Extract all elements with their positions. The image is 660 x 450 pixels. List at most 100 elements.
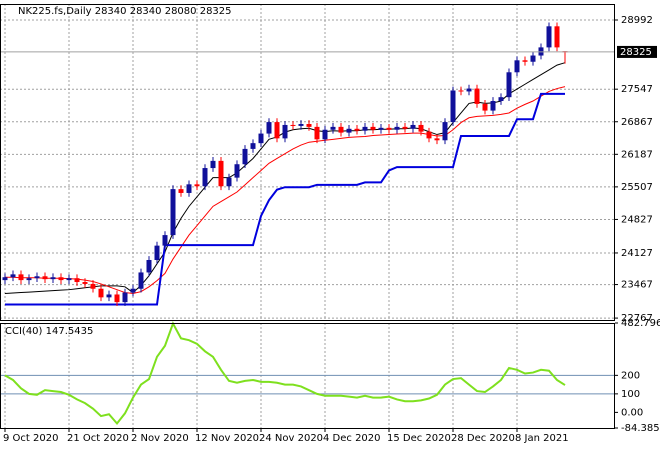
candle-body [418, 124, 424, 132]
candle-body [394, 126, 400, 130]
candle-body [282, 124, 288, 139]
indicator-title: CCI(40) 147.5435 [5, 326, 93, 337]
candle-body [114, 294, 120, 303]
indicator-line [5, 86, 566, 295]
candle-body [338, 126, 344, 133]
candle-body [370, 126, 376, 130]
candle-body [234, 164, 240, 178]
candle-body [138, 272, 144, 289]
price-tag-label: 28325 [620, 47, 652, 58]
candle-body [242, 148, 248, 165]
y-tick-label: 482.7966 [621, 318, 660, 329]
candle-body [530, 55, 536, 62]
candle-body [346, 128, 352, 133]
price-tag [617, 45, 657, 58]
high-value: 28340 [130, 6, 162, 17]
chart-title: NK225.fs,Daily 28340 28340 28080 28325 [18, 6, 232, 17]
x-tick-label: 2 Nov 2020 [131, 433, 189, 444]
y-tick-label: -84.3857 [621, 423, 660, 434]
candle-body [170, 189, 176, 236]
candle-body [434, 138, 440, 141]
y-tick-label: 24827 [621, 214, 653, 225]
candle-body [186, 184, 192, 193]
low-value: 28080 [165, 6, 197, 17]
candle-body [146, 259, 152, 273]
indicator-value: 147.5435 [46, 326, 94, 337]
y-tick-label: 28992 [621, 15, 653, 26]
candle-body [18, 274, 24, 281]
candle-body [306, 124, 312, 127]
x-tick-label: 12 Nov 2020 [195, 433, 259, 444]
candle-body [474, 88, 480, 104]
candle-body [194, 184, 200, 187]
candle-body [42, 276, 48, 280]
candle-body [330, 126, 336, 130]
candle-body [10, 274, 16, 278]
candle-body [426, 131, 432, 139]
x-tick-label: 24 Nov 2020 [259, 433, 323, 444]
candle-body [74, 278, 80, 283]
y-tick-label: 24127 [621, 248, 653, 259]
x-tick-label: 21 Oct 2020 [67, 433, 129, 444]
candle-body [66, 278, 72, 281]
y-tick-label: 100 [621, 389, 640, 400]
candle-body [514, 60, 520, 73]
y-tick-label: 26187 [621, 149, 653, 160]
candle-body [450, 90, 456, 123]
candle-body [442, 122, 448, 141]
candle-body [314, 126, 320, 140]
y-tick-label: 0.00 [621, 407, 643, 418]
candle-body [106, 294, 112, 298]
candle-body [554, 26, 560, 48]
close-value: 28325 [200, 6, 232, 17]
open-value: 28340 [95, 6, 127, 17]
indicator-name: CCI(40) [5, 326, 43, 337]
candle-body [410, 124, 416, 129]
candle-body [322, 129, 328, 140]
candle-body [290, 124, 296, 126]
candle-body [298, 124, 304, 126]
y-tick-label: 23467 [621, 280, 653, 291]
x-tick-label: 28 Dec 2020 [451, 433, 515, 444]
x-tick-label: 15 Dec 2020 [387, 433, 451, 444]
candle-body [130, 288, 136, 293]
candle-body [266, 122, 272, 134]
candle-body [26, 278, 32, 281]
candle-body [522, 60, 528, 62]
candle-body [218, 160, 224, 187]
candle-body [386, 127, 392, 130]
candle-body [34, 276, 40, 279]
candle-body [58, 277, 64, 281]
y-tick-label: 200 [621, 370, 640, 381]
panel-frame [0, 323, 615, 429]
candle-body [354, 128, 360, 131]
candle-body [458, 90, 464, 92]
candle-body [210, 160, 216, 169]
candle-body [122, 292, 128, 303]
candle-body [154, 245, 160, 260]
cci-line [4, 321, 566, 426]
candle-body [402, 126, 408, 129]
candle-body [274, 122, 280, 139]
y-tick-label: 27547 [621, 84, 653, 95]
candle-body [90, 283, 96, 289]
y-tick-label: 22767 [621, 313, 653, 324]
candle-body [226, 177, 232, 187]
symbol: NK225.fs,Daily [18, 6, 92, 17]
candle-body [466, 88, 472, 92]
x-tick-label: 8 Jan 2021 [515, 433, 569, 444]
candle-body [506, 72, 512, 98]
candle-body [250, 143, 256, 149]
candle-body [82, 282, 88, 284]
candle-body [378, 127, 384, 130]
candle-body [362, 126, 368, 131]
candle-body [162, 235, 168, 246]
indicator-line [5, 92, 565, 306]
candle-body [490, 101, 496, 111]
candle-body [178, 189, 184, 193]
x-tick-label: 4 Dec 2020 [323, 433, 381, 444]
y-tick-label: 25507 [621, 182, 653, 193]
candle-body [98, 288, 104, 298]
candle-body [2, 277, 8, 281]
